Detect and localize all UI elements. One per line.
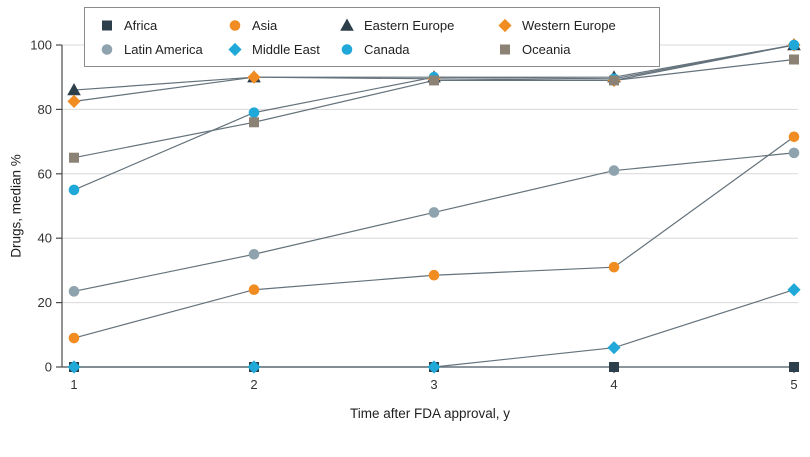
- canada-point: [68, 184, 80, 196]
- latin-america-point: [68, 286, 80, 297]
- latin-america-point: [788, 147, 800, 159]
- latin-america-point: [428, 207, 440, 218]
- latin-america-point: [248, 249, 260, 260]
- y-tick-label: 100: [30, 38, 52, 53]
- oceania-point: [69, 152, 79, 163]
- asia-point: [68, 332, 80, 344]
- middle-east-point: [427, 360, 441, 374]
- x-tick-label: 3: [430, 377, 437, 392]
- y-axis-title: Drugs, median %: [8, 154, 24, 258]
- oceania-marker-icon: [500, 44, 510, 55]
- oceania-point: [249, 117, 259, 128]
- legend-label: Western Europe: [522, 17, 616, 33]
- latin-america-legend-marker: [101, 44, 113, 55]
- legend-label: Middle East: [252, 41, 320, 57]
- middle-east-line: [74, 289, 795, 368]
- middle-east-marker-icon: [228, 42, 242, 57]
- legend-label: Latin America: [124, 41, 203, 57]
- canada-point: [788, 39, 800, 51]
- asia-marker-icon: [229, 20, 241, 31]
- legend-item-africa: Africa: [99, 17, 227, 33]
- africa-point: [609, 362, 619, 372]
- asia-point: [788, 131, 800, 143]
- middle-east-point: [247, 360, 261, 374]
- x-tick-label: 2: [250, 377, 257, 392]
- x-tick-label: 1: [70, 377, 77, 392]
- asia-legend-marker: [229, 20, 241, 31]
- legend-label: Africa: [124, 17, 158, 33]
- middle-east-point: [67, 360, 81, 374]
- latin-america-point: [608, 165, 620, 176]
- y-tick-label: 0: [45, 360, 52, 375]
- africa-marker-icon: [102, 20, 112, 31]
- canada-marker-icon: [341, 44, 353, 55]
- asia-point: [608, 261, 620, 273]
- x-tick-label: 4: [610, 377, 617, 392]
- y-tick-label: 20: [38, 295, 52, 310]
- x-tick-label: 5: [790, 377, 797, 392]
- legend-label: Asia: [252, 17, 278, 33]
- legend-item-middle-east: Middle East: [227, 41, 339, 57]
- oceania-point: [789, 54, 799, 65]
- legend-item-eastern-europe: Eastern Europe: [339, 17, 497, 33]
- canada-point: [248, 107, 260, 118]
- middle-east-point: [787, 283, 801, 297]
- asia-point: [428, 269, 440, 281]
- legend-item-western-europe: Western Europe: [497, 17, 645, 33]
- oceania-point: [609, 75, 619, 86]
- africa-point: [789, 362, 799, 372]
- middle-east-point: [607, 341, 621, 355]
- legend-label: Oceania: [522, 41, 571, 57]
- middle-east-legend-marker: [228, 42, 242, 57]
- legend-label: Eastern Europe: [364, 17, 455, 33]
- canada-legend-marker: [341, 44, 353, 55]
- legend-item-oceania: Oceania: [497, 41, 645, 57]
- y-tick-label: 40: [38, 231, 52, 246]
- western-europe-legend-marker: [498, 18, 512, 33]
- legend-item-asia: Asia: [227, 17, 339, 33]
- y-tick-label: 60: [38, 166, 52, 181]
- legend-item-canada: Canada: [339, 41, 497, 57]
- x-axis-title: Time after FDA approval, y: [349, 406, 511, 421]
- oceania-point: [429, 75, 439, 86]
- latin-america-marker-icon: [101, 44, 113, 55]
- chart-legend: Africa Asia Eastern Europe Western Europe La…: [84, 7, 660, 67]
- asia-line: [73, 136, 795, 339]
- asia-point: [248, 284, 260, 296]
- eastern-europe-point: [67, 83, 81, 96]
- western-europe-point: [247, 70, 261, 84]
- western-europe-point: [67, 94, 81, 108]
- western-europe-marker-icon: [498, 18, 512, 33]
- legend-label: Canada: [364, 41, 410, 57]
- eastern-europe-marker-icon: [340, 18, 354, 31]
- y-tick-label: 80: [38, 102, 52, 117]
- legend-item-latin-america: Latin America: [99, 41, 227, 57]
- eastern-europe-legend-marker: [340, 18, 354, 31]
- africa-legend-marker: [102, 20, 112, 31]
- oceania-legend-marker: [500, 44, 510, 55]
